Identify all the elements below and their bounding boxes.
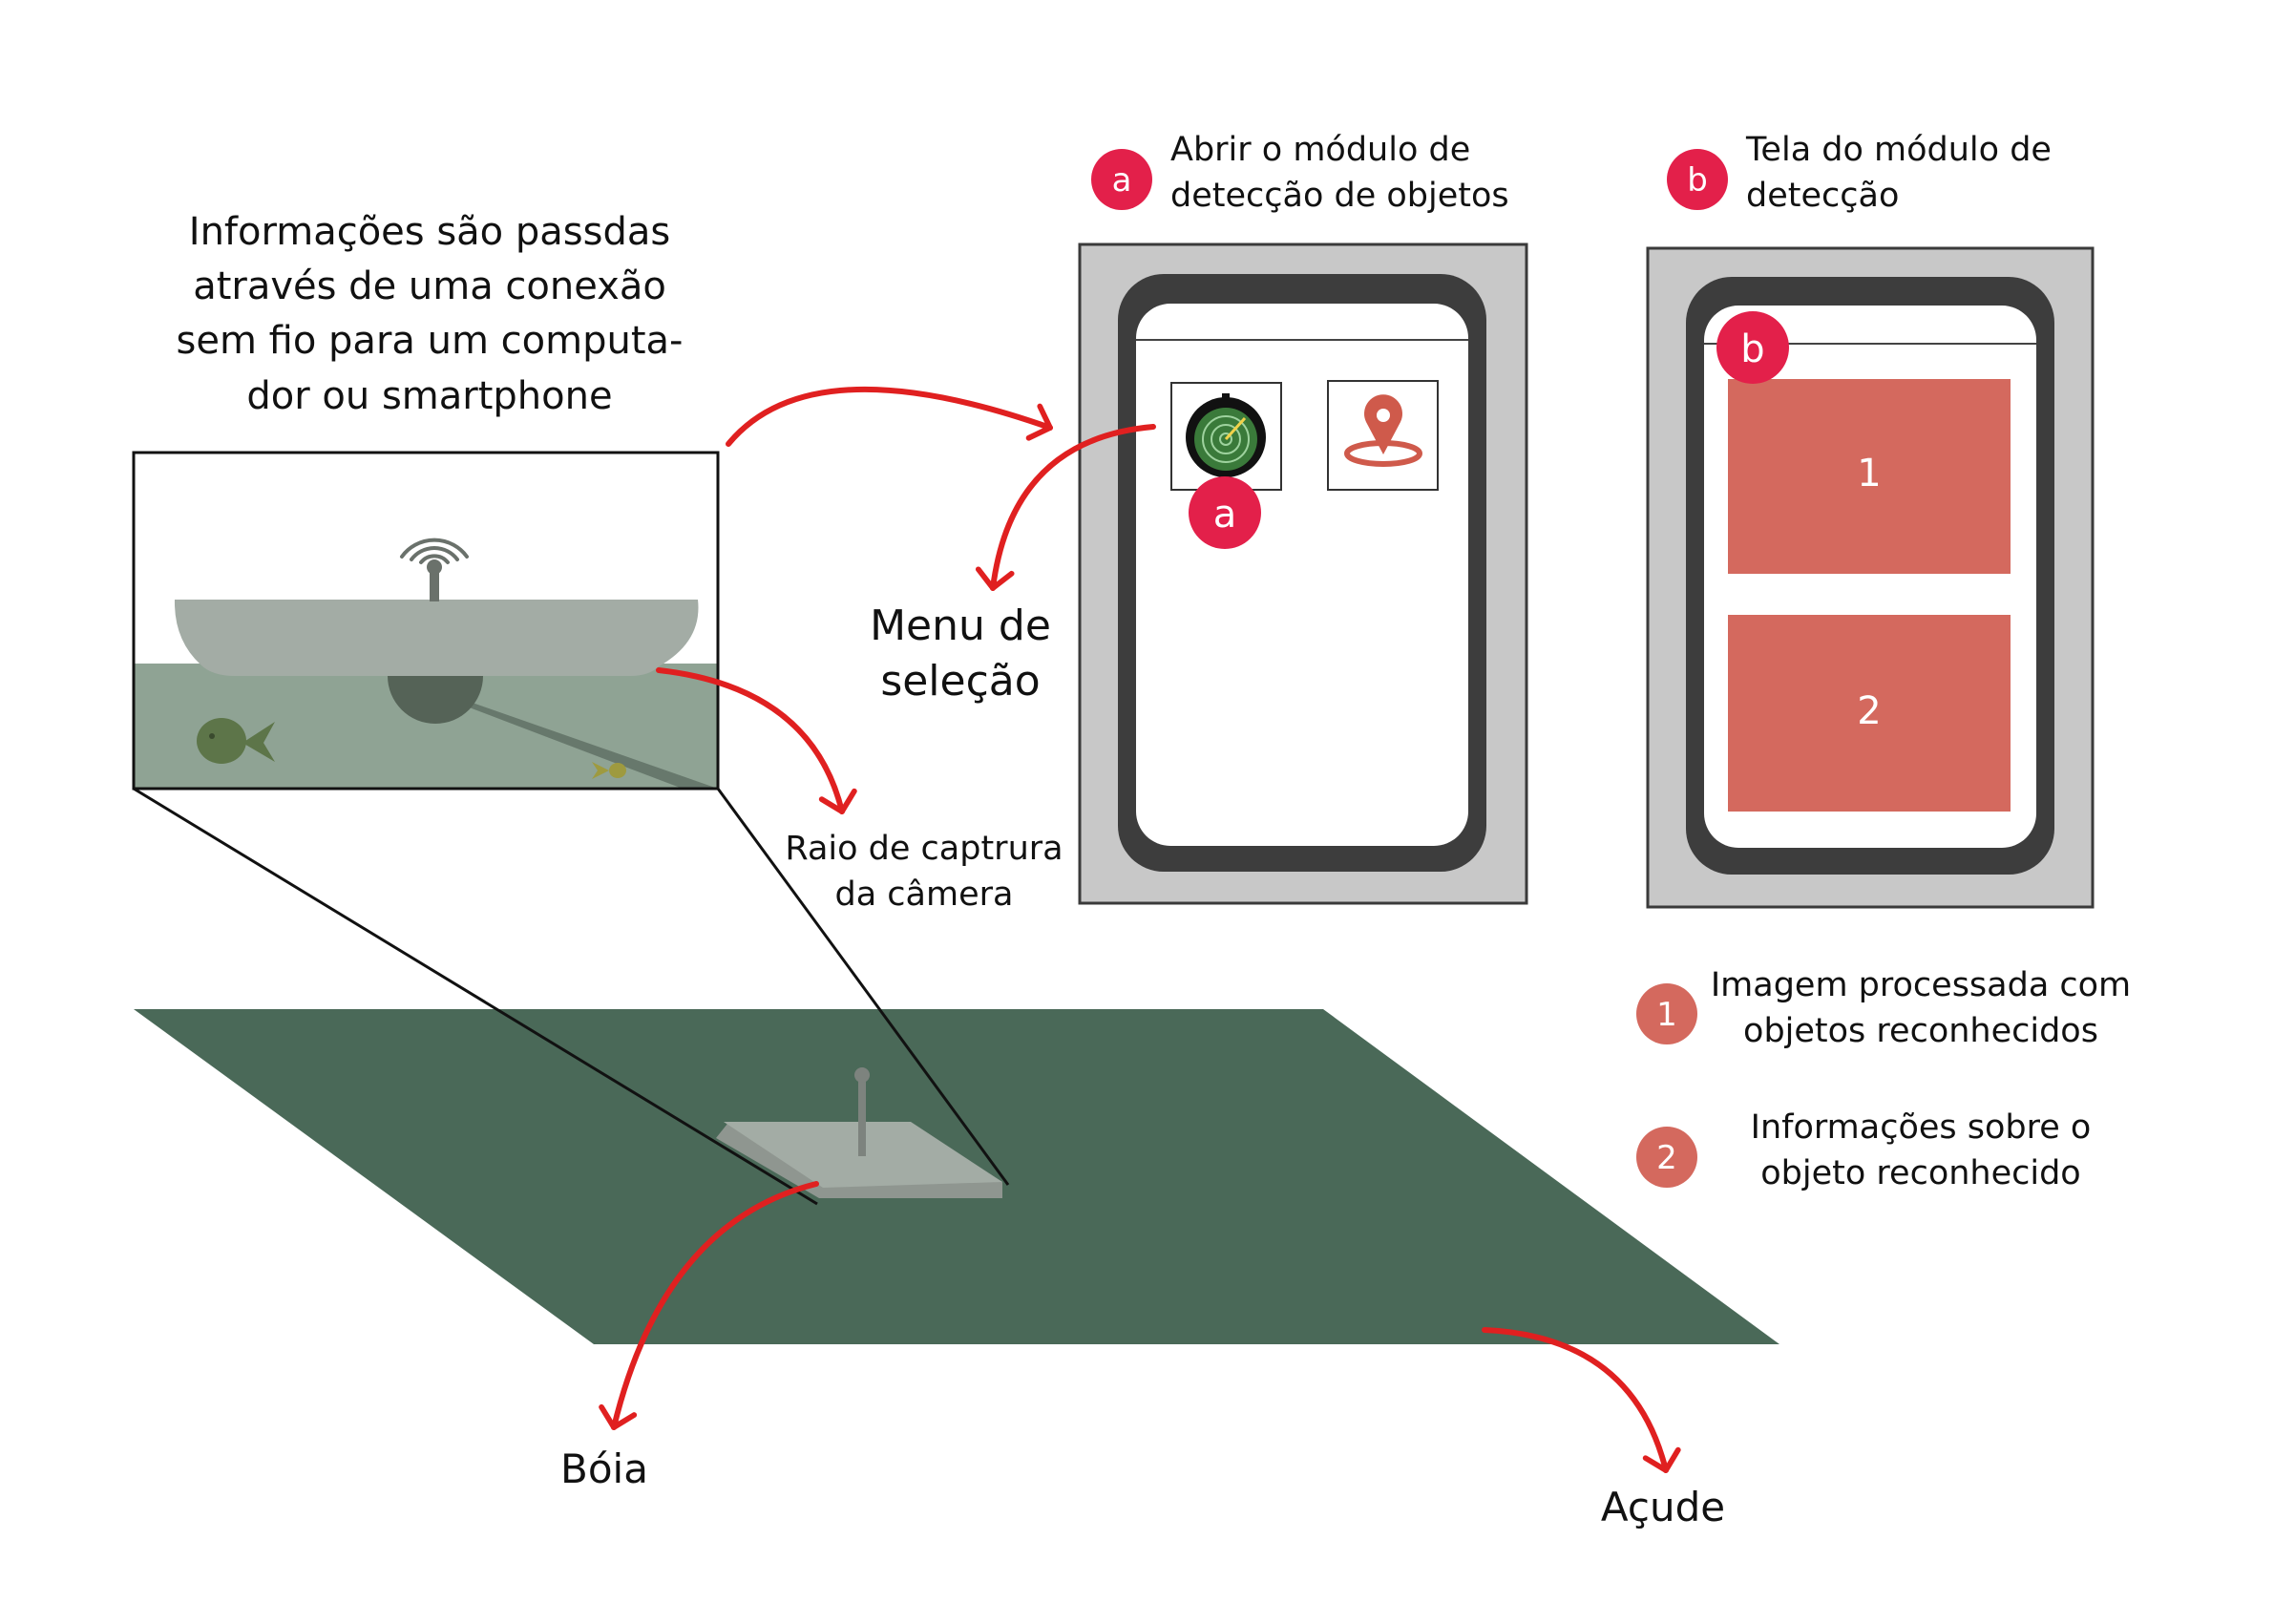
result-image-panel-label: 1 bbox=[1857, 452, 1881, 496]
location-app-button[interactable] bbox=[1327, 380, 1439, 491]
fish-icon-small bbox=[592, 762, 626, 779]
legend-item-1-badge bbox=[1636, 983, 1697, 1044]
arrow-to-acude bbox=[1482, 1327, 1681, 1473]
zoom-line-left bbox=[133, 787, 818, 1206]
step-a-badge bbox=[1091, 149, 1152, 210]
phone-a-badge bbox=[1189, 476, 1261, 549]
raio-label-line2: da câmera bbox=[835, 875, 1014, 914]
fish-icon bbox=[197, 718, 275, 764]
raio-label-line1: Raio de captrura bbox=[785, 830, 1063, 868]
radar-icon bbox=[1186, 393, 1266, 477]
buoy bbox=[716, 1067, 1002, 1198]
info-text-line: Informações são passdas bbox=[189, 210, 670, 254]
info-text-line: através de uma conexão bbox=[193, 264, 666, 308]
legend-item-2-line2: objeto reconhecido bbox=[1760, 1154, 2080, 1192]
step-b-badge-label: b bbox=[1687, 161, 1708, 200]
arrow-to-phone bbox=[726, 386, 1053, 447]
info-text-line: dor ou smartphone bbox=[246, 374, 612, 418]
result-info-panel bbox=[1728, 615, 2011, 812]
result-info-panel-label: 2 bbox=[1857, 689, 1881, 733]
menu-label-line1: Menu de bbox=[870, 601, 1051, 650]
radar-app-button[interactable] bbox=[1170, 382, 1282, 491]
zoom-line-right bbox=[716, 788, 1010, 1186]
camera-ray bbox=[432, 693, 718, 789]
info-text-line: sem fio para um computa- bbox=[177, 319, 684, 363]
legend-item-2-badge bbox=[1636, 1127, 1697, 1188]
step-a-badge-label: a bbox=[1112, 161, 1132, 200]
step-b-badge bbox=[1667, 149, 1728, 210]
boia-label: Bóia bbox=[560, 1445, 648, 1492]
menu-label-line2: seleção bbox=[880, 657, 1040, 706]
boat-hull bbox=[174, 600, 699, 676]
legend-item-2-num: 2 bbox=[1656, 1139, 1677, 1177]
step-a-line1: Abrir o módulo de bbox=[1170, 131, 1470, 169]
phone-b-badge-label: b bbox=[1740, 327, 1764, 371]
legend-item-1-line1: Imagem processada com bbox=[1711, 966, 2131, 1004]
step-b-line1: Tela do módulo de bbox=[1745, 131, 2052, 169]
legend-item-1-num: 1 bbox=[1656, 996, 1677, 1034]
acude-label: Açude bbox=[1601, 1484, 1725, 1530]
map-pin-icon bbox=[1344, 394, 1422, 467]
phone-b: 1 2 b bbox=[1646, 246, 2095, 909]
zoom-inset-border bbox=[132, 451, 720, 791]
phone-a-badge-label: a bbox=[1213, 493, 1237, 537]
result-image-panel bbox=[1728, 379, 2011, 574]
phone-a: a bbox=[1078, 243, 1528, 905]
step-a-line2: detecção de objetos bbox=[1170, 177, 1509, 215]
info-text: Informações são passdas através de uma c… bbox=[177, 210, 684, 418]
legend-item-2-line1: Informações sobre o bbox=[1751, 1108, 2092, 1147]
legend: 1 Imagem processada com objetos reconhec… bbox=[1636, 966, 2131, 1192]
wifi-signal-icon bbox=[400, 538, 469, 601]
camera-icon bbox=[388, 676, 483, 724]
phone-b-badge bbox=[1716, 311, 1789, 384]
arrow-to-raio bbox=[656, 667, 857, 814]
zoom-inset bbox=[132, 451, 720, 791]
legend-item-1-line2: objetos reconhecidos bbox=[1743, 1012, 2098, 1050]
arrow-to-boia bbox=[599, 1181, 819, 1430]
arrow-to-menu bbox=[975, 424, 1156, 591]
step-b-line2: detecção bbox=[1746, 177, 1899, 215]
